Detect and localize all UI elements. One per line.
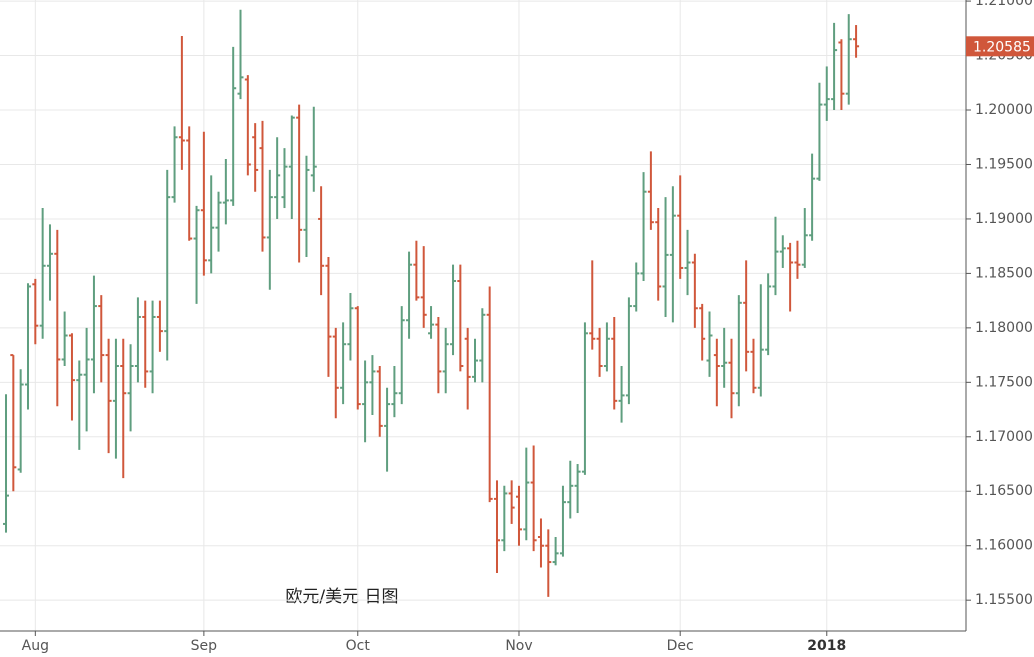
price-label: 1.20585: [973, 39, 1031, 55]
y-tick-label: 1.18000: [975, 320, 1033, 336]
y-tick-label: 1.15500: [975, 592, 1033, 608]
y-tick-label: 1.20000: [975, 102, 1033, 118]
x-tick-label: 2018: [807, 638, 846, 654]
x-tick-label: Aug: [22, 638, 49, 654]
chart-annotation: 欧元/美元 日图: [285, 587, 398, 607]
x-tick-label: Sep: [191, 638, 218, 654]
y-tick-label: 1.17500: [975, 374, 1033, 390]
x-tick-label: Oct: [346, 638, 371, 654]
x-tick-label: Dec: [667, 638, 694, 654]
y-tick-label: 1.21000: [975, 0, 1033, 9]
y-tick-label: 1.19500: [975, 156, 1033, 172]
y-tick-label: 1.18500: [975, 265, 1033, 281]
x-tick-label: Nov: [505, 638, 532, 654]
y-tick-label: 1.16500: [975, 483, 1033, 499]
y-tick-label: 1.19000: [975, 211, 1033, 227]
price-label-box: [966, 36, 1034, 57]
y-tick-label: 1.17000: [975, 429, 1033, 445]
y-tick-label: 1.16000: [975, 538, 1033, 554]
